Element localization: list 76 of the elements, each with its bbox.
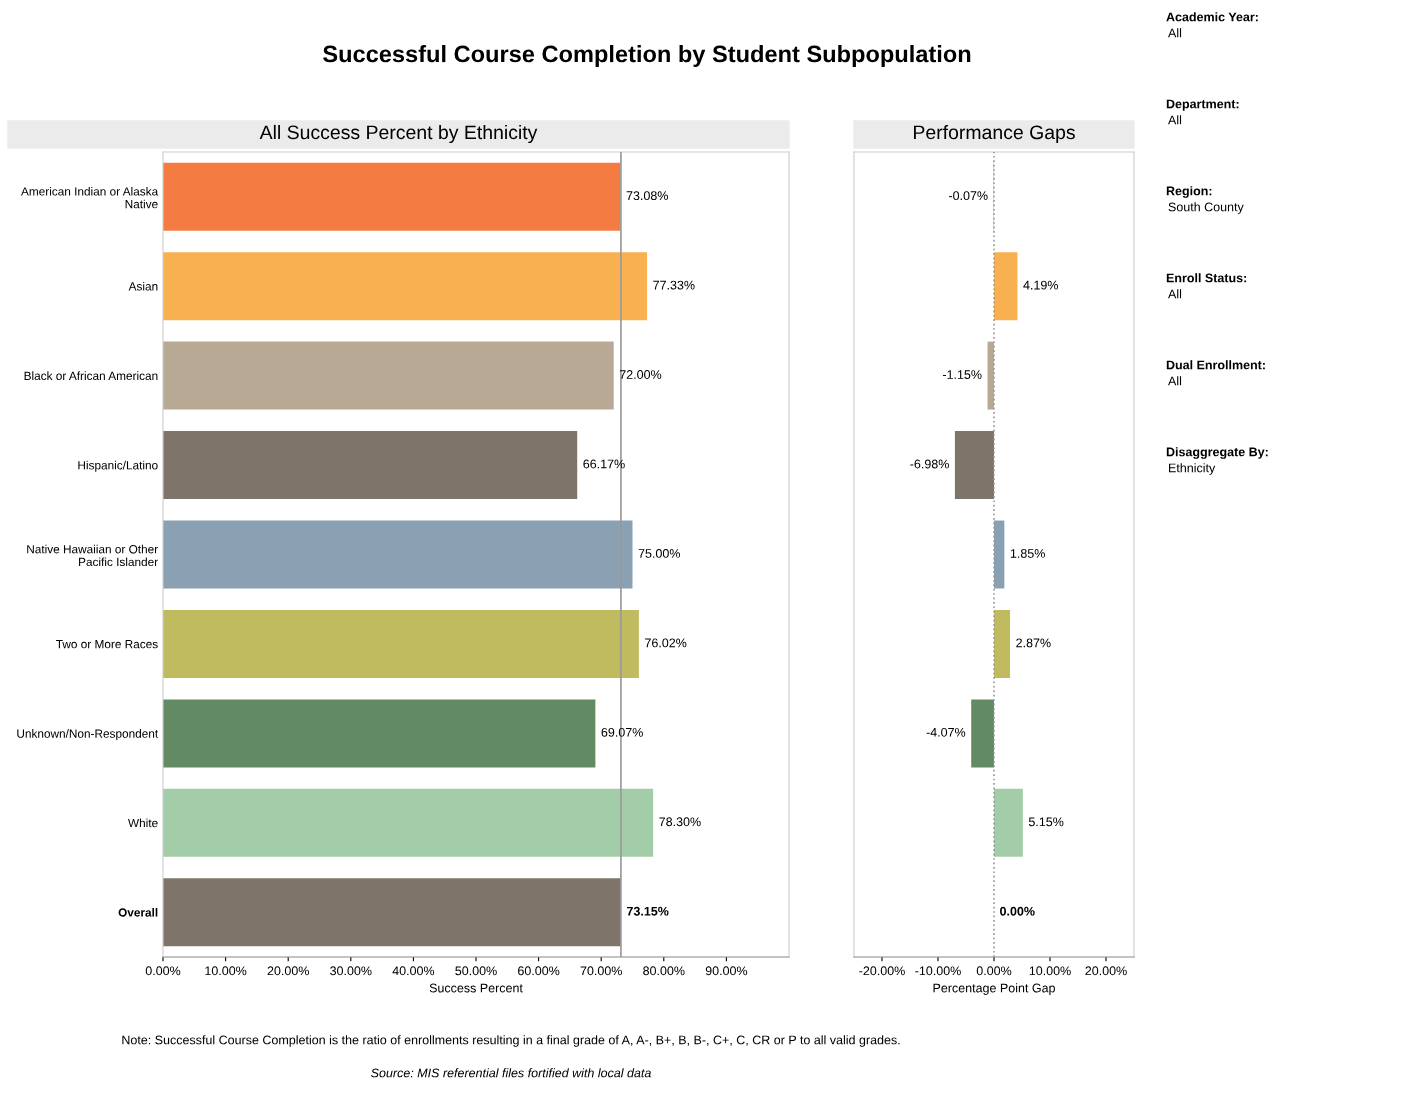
bar: [994, 788, 1023, 857]
bar: [163, 878, 621, 947]
chart-subtitle: All Success Percent by Ethnicity: [259, 124, 538, 144]
data-label: 69.07%: [601, 727, 643, 737]
bar: [163, 162, 621, 231]
bar: [163, 520, 633, 589]
text: All: [1168, 115, 1182, 125]
x-tick-label: 10.00%: [1029, 966, 1071, 976]
text: All: [1168, 289, 1182, 299]
x-tick-label: -10.00%: [915, 966, 961, 976]
bar: [163, 252, 648, 321]
x-axis-title: Success Percent: [429, 983, 523, 993]
bar: [163, 788, 654, 857]
data-label: 4.19%: [1023, 280, 1059, 290]
x-axis-title: Percentage Point Gap: [933, 983, 1055, 995]
x-tick-label: 30.00%: [330, 966, 372, 976]
y-tick-label: Two or More Races: [56, 640, 158, 649]
x-tick-label: 60.00%: [518, 966, 560, 976]
chart-title: Successful Course Completion by Student Subpopulation: [323, 45, 971, 68]
x-tick-label: 20.00%: [1085, 966, 1127, 976]
y-tick-label: Black or African American: [24, 371, 158, 381]
bar: [994, 520, 1005, 589]
bar: [163, 341, 614, 410]
data-label: 73.08%: [626, 191, 668, 201]
data-label: 1.85%: [1010, 549, 1045, 558]
x-tick-label: 70.00%: [580, 966, 622, 976]
bar: [954, 431, 994, 500]
bar: [163, 431, 578, 500]
data-label: -0.07%: [949, 191, 988, 201]
data-label: -6.98%: [910, 459, 949, 469]
y-tick-label: Native Hawaiian or Other Pacific Islander: [27, 544, 158, 567]
data-label: 2.87%: [1016, 638, 1051, 648]
data-label: -1.15%: [942, 370, 982, 379]
y-tick-label: White: [128, 818, 158, 828]
text: Department:: [1166, 99, 1239, 111]
data-label: 72.00%: [619, 370, 662, 379]
text: Note: Successful Course Completion is the ratio of enrollments resulting in a final grade of A, A-, B+, B, B-, C+, C, CR or P to all valid grades.: [122, 1035, 900, 1047]
x-tick-label: 40.00%: [392, 966, 435, 976]
data-label: 0.00%: [1000, 906, 1035, 916]
y-tick-label: Overall: [118, 908, 158, 917]
x-tick-label: 0.00%: [145, 966, 181, 976]
y-tick-label: Unknown/Non-Respondent: [17, 729, 159, 741]
x-tick-label: 90.00%: [705, 966, 748, 976]
data-label: 75.00%: [638, 549, 681, 558]
data-label: 5.15%: [1028, 817, 1064, 827]
text: Academic Year:: [1166, 12, 1258, 22]
x-tick-label: 80.00%: [643, 966, 685, 976]
data-label: 73.15%: [627, 906, 669, 916]
data-label: 76.02%: [645, 638, 687, 648]
source-note: Source: MIS referential files fortified with local data: [371, 1068, 651, 1078]
x-tick-label: -20.00%: [859, 966, 905, 976]
text: South County: [1168, 202, 1244, 214]
data-label: 78.30%: [659, 817, 701, 827]
bar: [163, 699, 596, 768]
data-label: 77.33%: [653, 280, 695, 290]
chart-title: Performance Gaps: [914, 124, 1075, 144]
bar: [994, 252, 1018, 321]
x-tick-label: 0.00%: [976, 966, 1012, 976]
data-label: -4.07%: [926, 727, 966, 737]
x-tick-label: 50.00%: [455, 966, 497, 976]
text: Enroll Status:: [1166, 273, 1247, 283]
text: Ethnicity: [1169, 463, 1216, 475]
text: All: [1168, 376, 1182, 386]
bar: [971, 699, 994, 768]
y-tick-label: Hispanic/Latino: [78, 460, 158, 472]
text: All: [1168, 28, 1182, 38]
bar: [163, 609, 639, 678]
y-tick-label: American Indian or Alaska Native: [21, 186, 159, 209]
x-tick-label: 10.00%: [205, 966, 247, 976]
text: Disaggregate By:: [1166, 447, 1268, 459]
bar: [994, 609, 1011, 678]
y-tick-label: Asian: [128, 281, 158, 291]
text: Region:: [1166, 186, 1212, 198]
x-tick-label: 20.00%: [267, 966, 309, 976]
data-label: 66.17%: [583, 459, 625, 469]
text: Dual Enrollment:: [1166, 360, 1265, 370]
